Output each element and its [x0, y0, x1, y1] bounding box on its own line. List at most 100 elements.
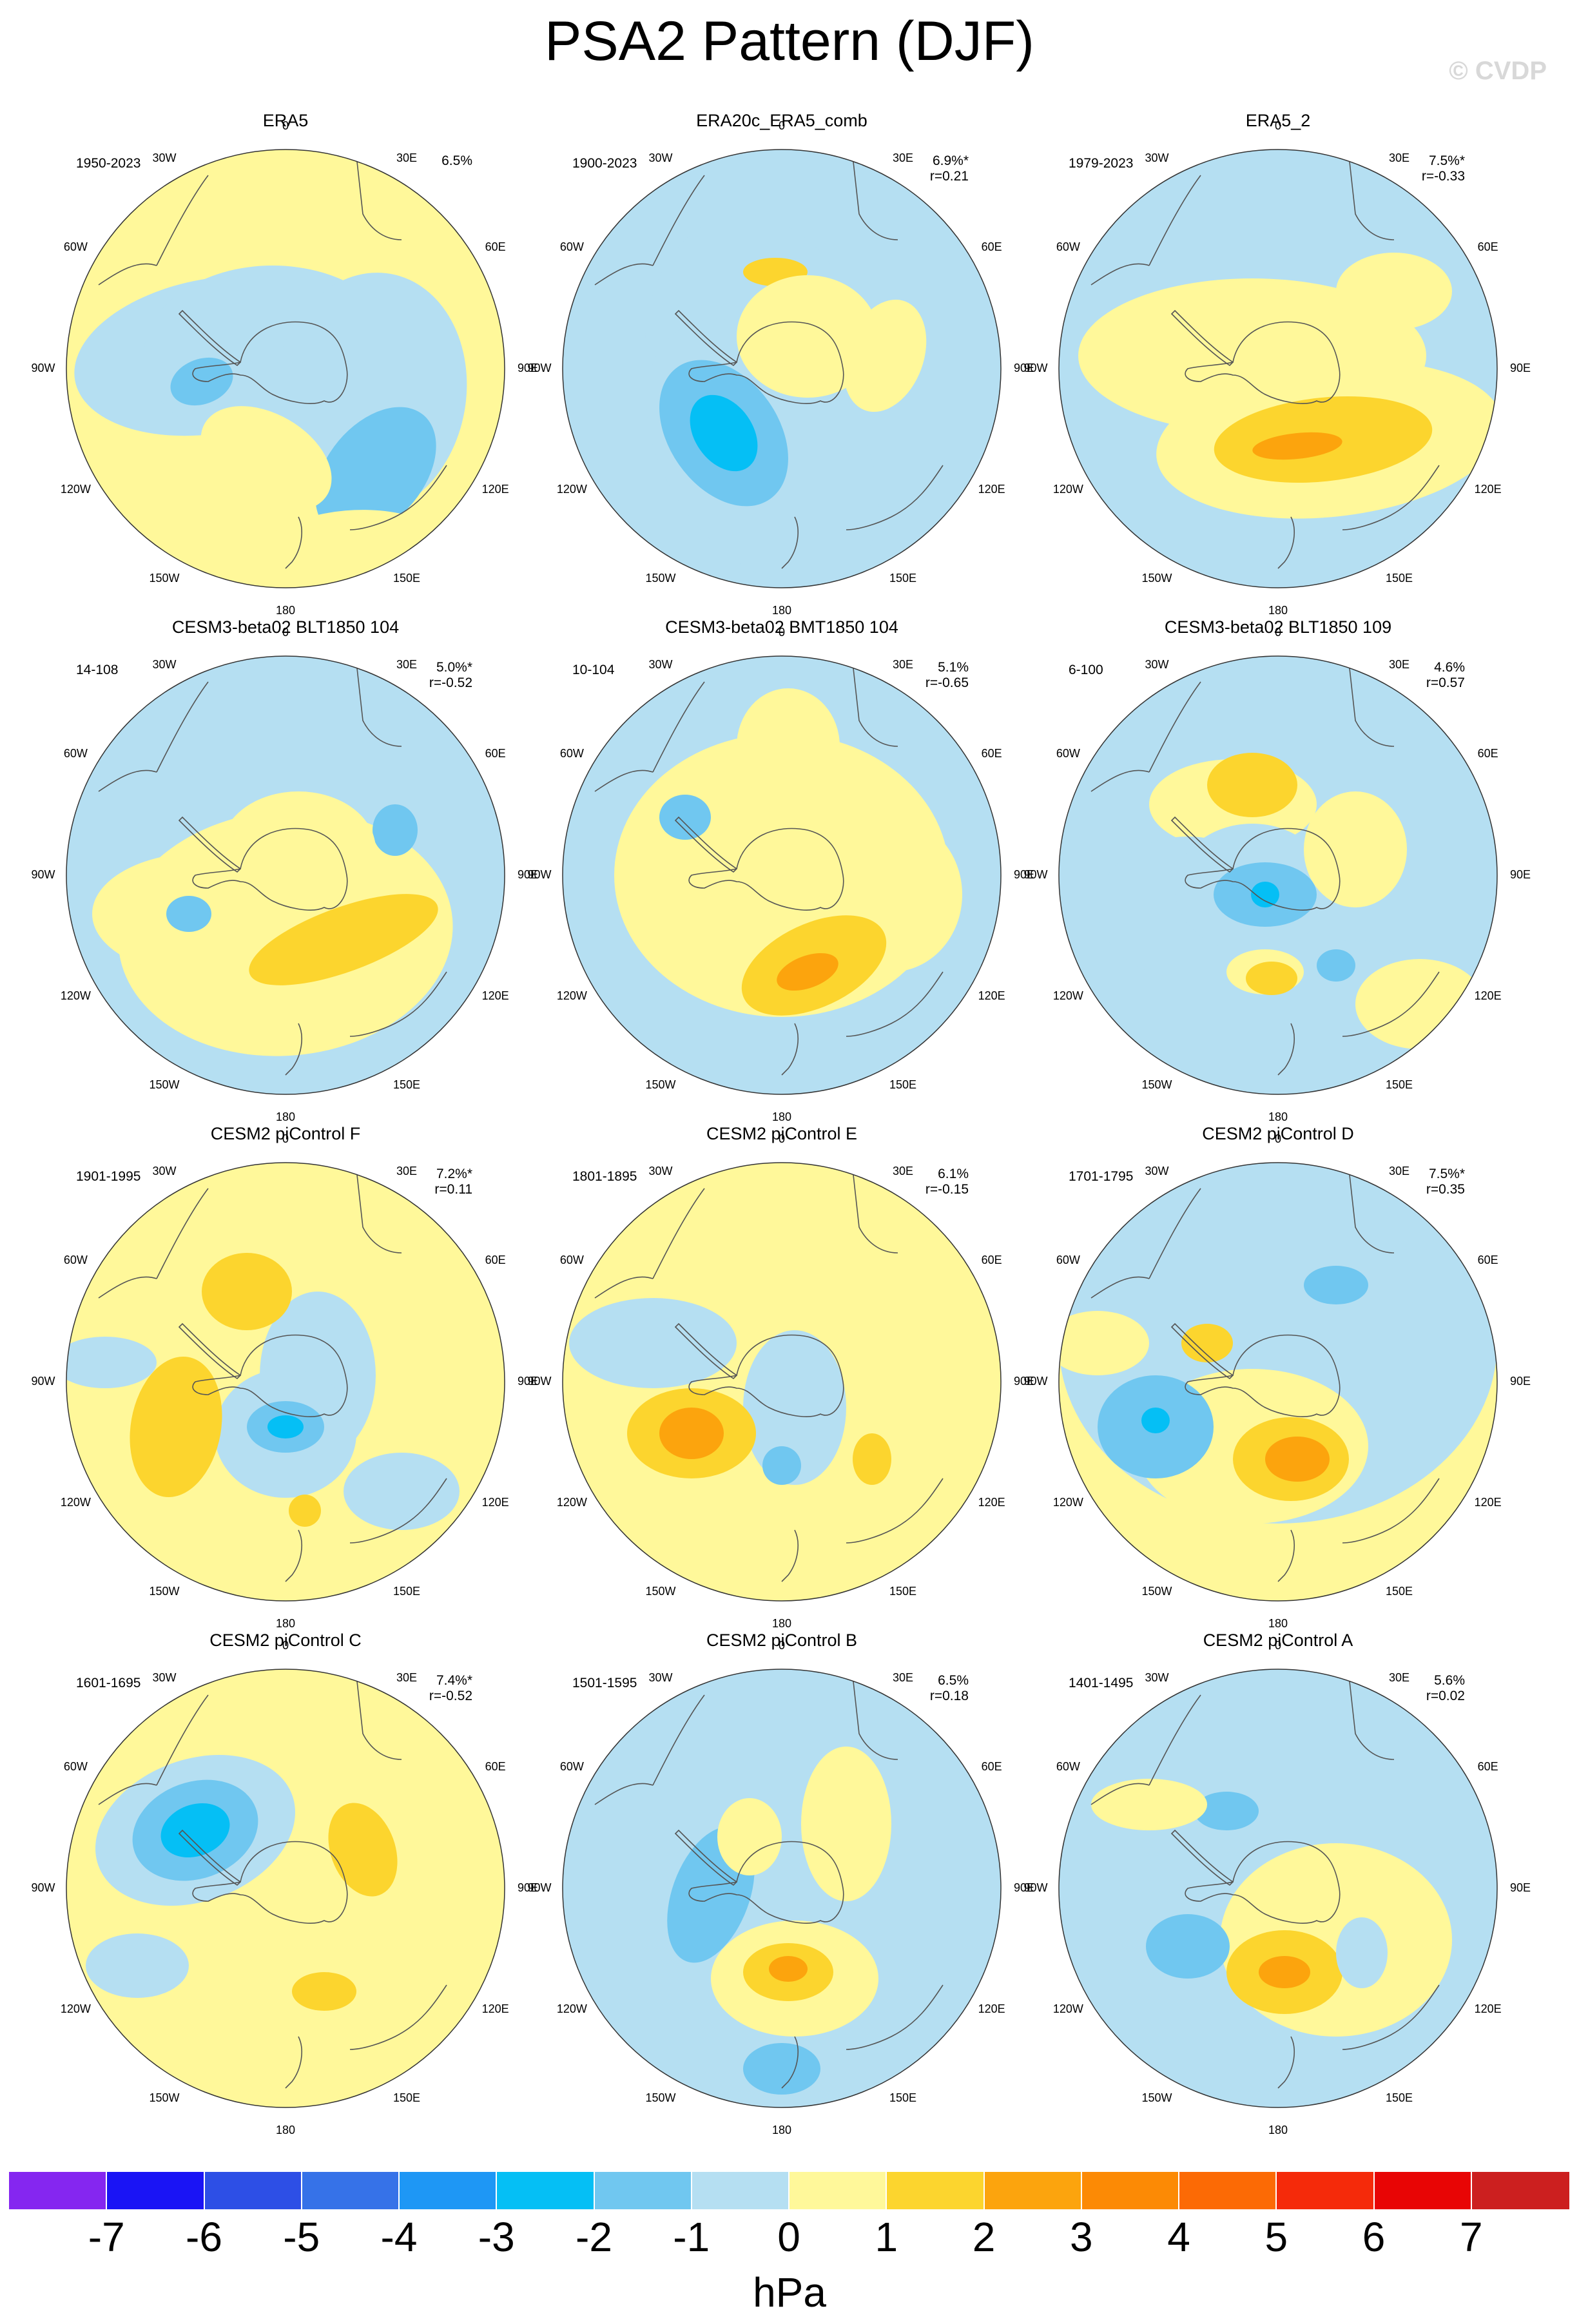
anomaly-contour [853, 1433, 891, 1485]
colorbar-divider [106, 2172, 108, 2209]
pattern-correlation: r=-0.52 [429, 675, 472, 690]
pattern-correlation: r=0.02 [1426, 1689, 1465, 1703]
panel-title: CESM3-beta02 BMT1850 104 [665, 617, 898, 637]
longitude-label: 180 [771, 1617, 792, 1630]
longitude-label: 0 [778, 1132, 785, 1145]
anomaly-contour [1207, 753, 1297, 817]
longitude-label: 120W [1052, 2002, 1083, 2015]
longitude-label: 90W [1023, 1881, 1048, 1894]
pattern-correlation: r=0.35 [1426, 1182, 1465, 1197]
anomaly-contour [737, 275, 878, 398]
longitude-label: 150W [1141, 571, 1172, 585]
longitude-label: 90E [1013, 1881, 1035, 1894]
colorbar-swatch [789, 2172, 887, 2209]
longitude-label: 30W [152, 1671, 177, 1685]
polar-map [66, 1669, 505, 2108]
map-border [1058, 1669, 1498, 2108]
anomaly-contour [1246, 962, 1297, 995]
longitude-label: 30E [1388, 658, 1410, 672]
colorbar-tick-label: -6 [186, 2214, 222, 2260]
longitude-label: 30W [648, 1165, 673, 1178]
longitude-label: 60E [981, 747, 1002, 760]
map-border [562, 1162, 1002, 1602]
longitude-label: 150W [149, 1078, 180, 1091]
longitude-label: 150E [392, 571, 421, 585]
colorbar-tick-label: 2 [972, 2214, 996, 2260]
longitude-label: 120E [978, 483, 1005, 496]
panel-title: ERA5_2 [1245, 111, 1311, 130]
panel-title: CESM3-beta02 BLT1850 104 [171, 617, 400, 637]
anomaly-contour [777, 953, 838, 991]
longitude-label: 120E [481, 989, 509, 1002]
longitude-label: 150W [1141, 2091, 1172, 2104]
map-border [562, 1669, 1002, 2108]
panel-period: 1401-1495 [1069, 1676, 1134, 1690]
colorbar-swatch [691, 2172, 790, 2209]
longitude-label: 150W [149, 571, 180, 585]
colorbar-tick-label: -7 [88, 2214, 125, 2260]
colorbar-swatch [983, 2172, 1082, 2209]
variance-percent: 5.6% [1434, 1673, 1465, 1688]
figure-title: PSA2 Pattern (DJF) [545, 10, 1034, 72]
anomaly-contour [569, 1298, 737, 1388]
colorbar-swatch [1081, 2172, 1179, 2209]
longitude-label: 60W [63, 240, 88, 253]
longitude-label: 60E [1477, 747, 1498, 760]
polar-map [66, 149, 505, 588]
colorbar-tick-label: -1 [673, 2214, 710, 2260]
longitude-label: 30W [1145, 151, 1169, 165]
colorbar-divider [690, 2172, 692, 2209]
longitude-label: 60W [559, 747, 584, 760]
longitude-label: 0 [282, 1639, 289, 1652]
longitude-label: 150E [889, 1584, 917, 1598]
longitude-label: 120E [978, 989, 1005, 1002]
longitude-label: 90W [527, 362, 552, 374]
coastlines [98, 155, 447, 569]
longitude-label: 90W [527, 1375, 552, 1388]
longitude-label: 30E [396, 151, 418, 165]
polar-map [1058, 1669, 1498, 2108]
longitude-label: 30W [1145, 1671, 1169, 1685]
colorbar-tick-label: -5 [283, 2214, 320, 2260]
longitude-label: 120W [60, 483, 91, 496]
variance-percent: 7.4%* [436, 1673, 472, 1688]
colorbar-divider [203, 2172, 205, 2209]
panel-stats: 6.5% r=0.18 [853, 1673, 969, 1704]
panel-period: 1701-1795 [1069, 1169, 1134, 1184]
longitude-label: 60W [1056, 1254, 1080, 1266]
longitude-label: 120E [481, 2002, 509, 2015]
longitude-label: 120W [556, 1496, 587, 1509]
pattern-correlation: r=-0.15 [925, 1182, 969, 1197]
map-border [1058, 655, 1498, 1095]
longitude-label: 120W [1052, 1496, 1083, 1509]
longitude-label: 150W [645, 1584, 676, 1598]
longitude-label: 90E [1509, 868, 1531, 881]
panel-title: ERA5 [262, 111, 309, 130]
anomaly-contour [130, 1356, 222, 1498]
anomaly-contour [202, 150, 472, 233]
anomaly-contour [1259, 1956, 1310, 1988]
anomaly-contour [1251, 882, 1279, 907]
longitude-label: 180 [275, 1110, 296, 1123]
longitude-label: 120W [60, 989, 91, 1002]
colorbar-swatch [106, 2172, 205, 2209]
colorbar-tick-label: 6 [1362, 2214, 1386, 2260]
longitude-label: 0 [778, 119, 785, 132]
colorbar-divider [1080, 2172, 1082, 2209]
pattern-correlation: r=-0.33 [1421, 169, 1465, 184]
longitude-label: 60W [63, 1760, 88, 1773]
pattern-correlation: r=0.11 [434, 1182, 472, 1197]
panel-stats: 4.6% r=0.57 [1349, 660, 1465, 691]
longitude-label: 180 [275, 1617, 296, 1630]
panel-title: CESM2 piControl C [209, 1631, 362, 1650]
longitude-label: 120E [1474, 989, 1502, 1002]
panel-period: 1950-2023 [76, 156, 141, 171]
longitude-label: 0 [1274, 1132, 1281, 1145]
panel-period: 1601-1695 [76, 1676, 141, 1690]
longitude-label: 30W [648, 658, 673, 672]
colorbar-tick-label: -2 [576, 2214, 612, 2260]
longitude-label: 30W [648, 1671, 673, 1685]
longitude-label: 30W [1145, 658, 1169, 672]
longitude-label: 90W [527, 1881, 552, 1894]
longitude-label: 60E [1477, 240, 1498, 253]
